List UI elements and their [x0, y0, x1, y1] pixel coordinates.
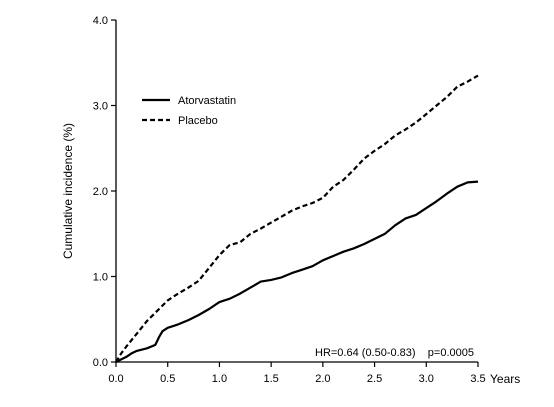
x-axis-label: Years [490, 372, 520, 386]
legend: Atorvastatin Placebo [142, 95, 236, 127]
y-axis-label: Cumulative incidence (%) [61, 123, 75, 259]
x-tick-label: 3.0 [419, 373, 434, 385]
legend-label-atorvastatin: Atorvastatin [178, 95, 236, 107]
y-tick-label: 4.0 [93, 15, 108, 27]
x-tick-label: 3.5 [470, 373, 485, 385]
x-tick-label: 2.0 [315, 373, 330, 385]
x-tick-label: 2.5 [367, 373, 382, 385]
x-tick-label: 0.0 [108, 373, 123, 385]
series-line-placebo [115, 74, 479, 363]
y-tick-label: 3.0 [93, 101, 108, 113]
x-tick-label: 0.5 [160, 373, 175, 385]
axes: 0.0 1.0 2.0 3.0 4.0 0.0 0.5 1.0 1.5 2.0 2.5 3.0 3.5 [93, 15, 486, 385]
series-line-atorvastatin [115, 180, 479, 363]
x-tick-label: 1.5 [263, 373, 278, 385]
legend-label-placebo: Placebo [178, 115, 218, 127]
series-layer [115, 74, 479, 363]
y-tick-label: 1.0 [93, 272, 108, 284]
x-tick-label: 1.0 [212, 373, 227, 385]
y-tick-label: 2.0 [93, 186, 108, 198]
hr-annotation: HR=0.64 (0.50-0.83) p=0.0005 [315, 347, 474, 359]
y-tick-label: 0.0 [93, 357, 108, 369]
